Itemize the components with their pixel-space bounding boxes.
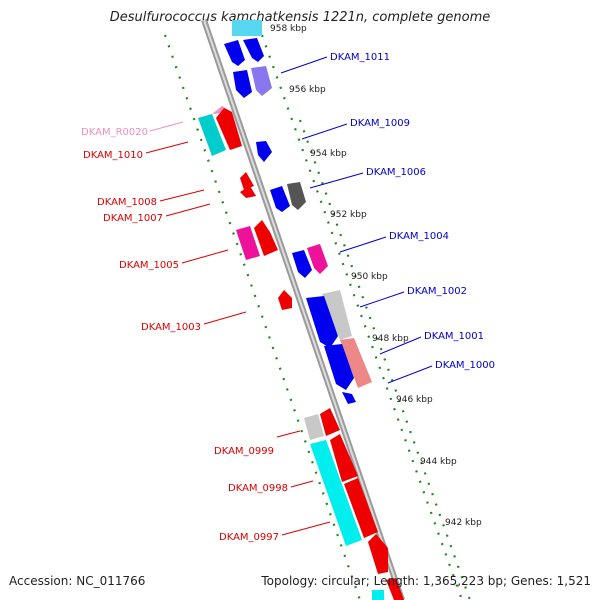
gene-feature [340,338,372,388]
gene-label-forward: DKAM_1004 [389,231,449,242]
gene-feature [372,590,384,600]
gene-label-forward: DKAM_1000 [435,360,495,371]
gene-label-leader [276,430,301,438]
gene-label-leader [309,172,364,189]
scale-tick-label: 958 kbp [270,24,307,34]
gene-feature [322,290,352,340]
top-cyan-feature [232,20,262,36]
gene-feature [216,108,242,150]
gene-feature [240,172,254,190]
gene-feature [324,344,354,390]
gene-feature [310,440,362,546]
gene-feature [233,70,252,98]
forward-gene-labels: DKAM_1011 DKAM_1009 DKAM_1006 DKAM_1004 DKAM… [280,52,495,384]
gene-label-leader [379,336,422,355]
gene-label-leader [387,365,433,384]
gene-label-reverse: DKAM_0999 [214,446,274,457]
ring-guides [163,34,472,600]
gene-label-leader [280,56,328,74]
gene-label-forward: DKAM_1002 [407,286,467,297]
genome-summary-text: Topology: circular; Length: 1,365,223 bp… [261,574,591,588]
scale-tick-label: 956 kbp [289,85,326,95]
gene-label-reverse: DKAM_1007 [103,213,163,224]
gene-label-leader [145,141,189,154]
gene-feature [198,114,226,156]
gene-label-reverse: DKAM_1005 [119,260,179,271]
gene-label-leader [159,189,205,202]
backbone [201,19,405,600]
scale-tick-label: 952 kbp [330,210,367,220]
gene-feature [320,408,340,436]
gene-label-leader [301,123,348,140]
gene-label-reverse: DKAM_1008 [97,197,157,208]
gene-feature [386,578,404,600]
reverse-strand-features [198,106,404,600]
gene-feature [330,434,358,482]
gene-label-leader [149,121,184,132]
gene-label-leader [181,249,229,264]
gene-feature [254,220,278,256]
scale-tick-label: 950 kbp [351,272,388,282]
gene-feature [243,38,264,62]
gene-feature [240,186,256,198]
scale-tick-label: 942 kbp [445,518,482,528]
gene-feature [307,244,328,274]
gene-feature [368,534,388,574]
gene-label-reverse: DKAM_0997 [219,532,279,543]
gene-label-forward: DKAM_1011 [330,52,390,63]
scale-tick-label: 944 kbp [420,457,457,467]
gene-label-leader [290,480,314,488]
gene-feature [342,392,356,404]
gene-label-leader [339,236,387,253]
scale-tick-label: 946 kbp [396,395,433,405]
gene-label-leader [203,311,247,325]
scale-ticks: 958 kbp 956 kbp 954 kbp 952 kbp 950 kbp 948 k… [270,24,482,528]
gene-feature [251,66,272,96]
accession-text: Accession: NC_011766 [9,574,146,588]
gene-label-reverse: DKAM_1010 [83,150,143,161]
gene-feature [224,40,245,66]
scale-tick-label: 948 kbp [372,334,409,344]
gene-label-reverse: DKAM_0998 [228,483,288,494]
forward-strand-features [224,38,372,404]
gene-label-forward: DKAM_1009 [350,118,410,129]
gene-label-leader [165,203,211,217]
gene-feature [304,414,324,440]
gene-feature [292,250,312,278]
inner-ring-guide [260,34,464,600]
gene-label-reverse: DKAM_R0020 [81,127,148,138]
scale-tick-label: 954 kbp [310,149,347,159]
gene-feature [236,226,260,260]
gene-feature [287,182,306,210]
gene-feature [270,186,290,212]
reverse-gene-labels: DKAM_R0020 DKAM_1010 DKAM_1008 DKAM_1007 DKA… [81,121,331,543]
gene-feature [278,290,292,310]
gene-label-leader [281,521,331,536]
gene-feature [344,478,378,538]
gene-feature [256,141,272,162]
gene-label-forward: DKAM_1001 [424,331,484,342]
gene-label-forward: DKAM_1006 [366,167,426,178]
gene-label-reverse: DKAM_1003 [141,322,201,333]
gene-feature [306,296,338,348]
outer-ring-guide [163,34,362,600]
right-ring-guide [298,119,472,600]
gene-label-leader [359,291,405,308]
